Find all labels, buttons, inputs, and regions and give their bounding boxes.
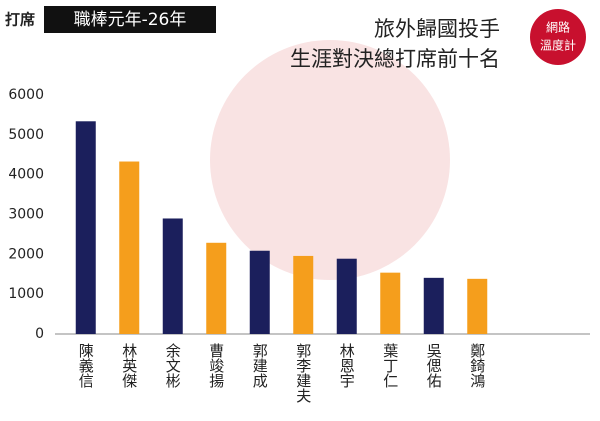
title-line: 生涯對決總打席前十名: [290, 47, 500, 71]
watermark-circle: [210, 40, 450, 280]
x-tick-label: 林英傑: [120, 343, 138, 388]
x-tick-label: 郭建成: [251, 343, 269, 389]
title-line: 旅外歸國投手: [374, 17, 500, 41]
y-tick-label: 5000: [8, 127, 44, 143]
y-tick-label: 2000: [8, 246, 44, 262]
bar: [119, 161, 140, 334]
x-tick-label: 吳偲佑: [425, 343, 443, 388]
subtitle: 職棒元年-26年: [74, 10, 187, 30]
bar: [423, 277, 444, 334]
x-tick-label: 林恩宇: [338, 343, 356, 388]
bar: [206, 242, 227, 334]
bar: [162, 218, 183, 334]
y-tick-label: 1000: [8, 286, 44, 302]
bar: [293, 255, 314, 334]
logo-text: 溫度計: [540, 38, 576, 53]
y-tick-label: 4000: [8, 167, 44, 183]
logo-text: 網路: [546, 20, 570, 35]
y-tick-label: 6000: [8, 87, 44, 103]
bar: [75, 121, 96, 334]
bar: [249, 250, 270, 334]
x-tick-label: 葉丁仁: [381, 343, 399, 388]
x-tick-label: 郭李建夫: [294, 343, 312, 403]
bar: [467, 278, 488, 334]
y-axis-label: 打席: [5, 11, 35, 29]
x-tick-label: 余文彬: [164, 342, 182, 388]
bar: [380, 272, 401, 334]
subtitle-box: [44, 6, 216, 33]
x-tick-label: 陳義信: [77, 343, 95, 388]
x-tick-label: 鄭錡鴻: [468, 343, 486, 388]
y-tick-label: 0: [35, 326, 44, 342]
y-tick-label: 3000: [8, 207, 44, 223]
bar: [336, 258, 357, 334]
x-tick-label: 曹竣揚: [207, 343, 225, 389]
logo: [530, 9, 586, 65]
